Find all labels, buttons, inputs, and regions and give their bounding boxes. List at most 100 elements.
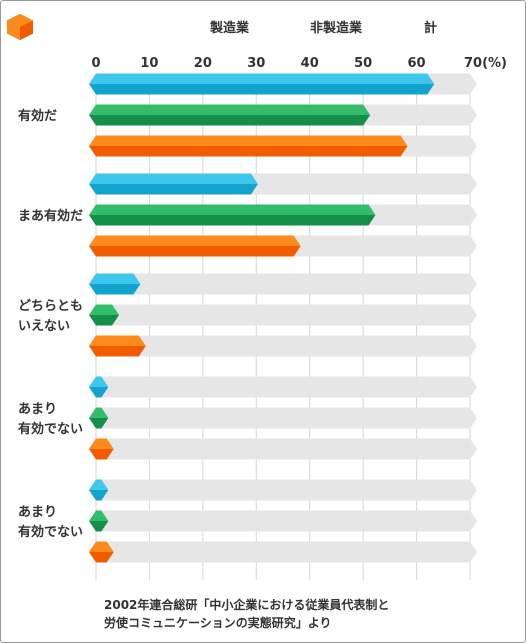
bar-e8a888-1-top-face [89, 235, 301, 246]
x-tick-label-0: 0 [91, 56, 100, 71]
bar-e99d9ee8a3bde980a0e6a5ad-4 [89, 510, 109, 532]
legend-label-1: 非製造業 [310, 20, 363, 36]
bar-e8a888-3-bottom-face [89, 449, 114, 460]
track-4-0 [89, 479, 477, 501]
track-4-0-top-face [89, 479, 477, 490]
track-4-2-bottom-face [89, 552, 477, 563]
category-group-3 [89, 376, 477, 460]
bar-e99d9ee8a3bde980a0e6a5ad-4-top-face [89, 510, 109, 521]
bar-e99d9ee8a3bde980a0e6a5ad-2-bottom-face [89, 315, 120, 326]
legend-label-2: 計 [424, 20, 437, 36]
x-tick-label-3: 30 [247, 56, 265, 71]
category-label-2-0: どちらとも [18, 299, 83, 314]
bar-e8a3bde980a0e6a5ad-3-bottom-face [89, 387, 109, 398]
bar-e99d9ee8a3bde980a0e6a5ad-1 [89, 204, 376, 226]
bar-e8a3bde980a0e6a5ad-4-top-face [89, 479, 109, 490]
bar-e8a888-4-top-face [89, 541, 114, 552]
track-2-1-bottom-face [89, 315, 477, 326]
track-4-2 [89, 541, 477, 563]
x-tick-label-2: 20 [194, 56, 212, 71]
category-label-4-1: 有効でない [18, 524, 83, 540]
track-2-2-top-face [89, 335, 477, 346]
track-3-1-bottom-face [89, 418, 477, 429]
bar-e99d9ee8a3bde980a0e6a5ad-2 [89, 304, 120, 326]
bars [89, 73, 477, 563]
x-tick-label-1: 10 [140, 56, 158, 71]
category-label-3-0: あまり [18, 402, 57, 417]
bar-e99d9ee8a3bde980a0e6a5ad-3-top-face [89, 407, 109, 418]
category-group-4 [89, 479, 477, 563]
track-3-0 [89, 376, 477, 398]
bar-e99d9ee8a3bde980a0e6a5ad-3-bottom-face [89, 418, 109, 429]
bar-e99d9ee8a3bde980a0e6a5ad-0-bottom-face [89, 115, 371, 126]
track-4-2-top-face [89, 541, 477, 552]
track-4-1-top-face [89, 510, 477, 521]
bar-e8a888-2-bottom-face [89, 346, 146, 357]
source-note: 2002年連合総研「中小企業における従業員代表制と 労使コミュニケーションの実態… [104, 596, 484, 632]
legend-swatch-right-2 [20, 20, 33, 40]
bar-e8a888-4-bottom-face [89, 552, 114, 563]
bar-e8a888-0-top-face [89, 135, 408, 146]
track-3-2 [89, 438, 477, 460]
x-axis-ticks: 0 10 20 30 40 50 60 70(%) [91, 56, 507, 71]
category-group-0 [89, 73, 477, 157]
bar-e8a888-4 [89, 541, 114, 563]
bar-e8a3bde980a0e6a5ad-1-top-face [89, 173, 258, 184]
category-label-3-1: 有効でない [18, 421, 83, 437]
track-3-2-top-face [89, 438, 477, 449]
bar-e99d9ee8a3bde980a0e6a5ad-2-top-face [89, 304, 120, 315]
bar-e99d9ee8a3bde980a0e6a5ad-1-top-face [89, 204, 376, 215]
legend-swatch-left-2 [7, 20, 20, 40]
bar-e8a888-1 [89, 235, 301, 257]
bar-e8a3bde980a0e6a5ad-0-top-face [89, 73, 435, 84]
x-tick-label-7: 70(%) [464, 56, 507, 71]
source-line-2: 労使コミュニケーションの実態研究」より [104, 616, 332, 630]
bar-e99d9ee8a3bde980a0e6a5ad-4-bottom-face [89, 521, 109, 532]
track-2-0 [89, 273, 477, 295]
track-3-0-top-face [89, 376, 477, 387]
bar-e8a3bde980a0e6a5ad-3 [89, 376, 109, 398]
bar-e8a3bde980a0e6a5ad-3-top-face [89, 376, 109, 387]
track-4-1 [89, 510, 477, 532]
track-2-1 [89, 304, 477, 326]
legend-swatch-2 [7, 14, 33, 40]
category-group-1 [89, 173, 477, 257]
category-label-2-1: いえない [18, 319, 70, 334]
track-2-0-bottom-face [89, 284, 477, 295]
legend: 製造業 非製造業 計 [7, 14, 437, 40]
legend-label-0: 製造業 [209, 20, 250, 36]
bar-e8a3bde980a0e6a5ad-4-bottom-face [89, 490, 109, 501]
bar-e8a888-3-top-face [89, 438, 114, 449]
bar-e8a888-3 [89, 438, 114, 460]
track-2-2-bottom-face [89, 346, 477, 357]
x-tick-label-6: 60 [408, 56, 426, 71]
x-tick-label-4: 40 [301, 56, 319, 71]
track-2-0-top-face [89, 273, 477, 284]
bar-e8a3bde980a0e6a5ad-0 [89, 73, 435, 95]
bar-e8a3bde980a0e6a5ad-1-bottom-face [89, 184, 258, 195]
bar-e8a3bde980a0e6a5ad-0-bottom-face [89, 84, 435, 95]
category-group-2 [89, 273, 477, 357]
bar-e8a888-2-top-face [89, 335, 146, 346]
track-4-1-bottom-face [89, 521, 477, 532]
x-tick-label-5: 50 [354, 56, 372, 71]
bar-e8a888-0 [89, 135, 408, 157]
bar-e8a3bde980a0e6a5ad-2-top-face [89, 273, 141, 284]
bar-e99d9ee8a3bde980a0e6a5ad-0-top-face [89, 104, 371, 115]
category-label-4-0: あまり [18, 505, 57, 520]
bar-e99d9ee8a3bde980a0e6a5ad-1-bottom-face [89, 215, 376, 226]
bar-e99d9ee8a3bde980a0e6a5ad-0 [89, 104, 371, 126]
bar-e8a888-0-bottom-face [89, 146, 408, 157]
track-3-1-top-face [89, 407, 477, 418]
category-label-1-0: まあ有効だ [18, 208, 83, 224]
source-line-1: 2002年連合総研「中小企業における従業員代表制と [104, 598, 390, 612]
track-3-0-bottom-face [89, 387, 477, 398]
bar-e8a3bde980a0e6a5ad-1 [89, 173, 258, 195]
track-3-2-bottom-face [89, 449, 477, 460]
bar-e8a3bde980a0e6a5ad-2-bottom-face [89, 284, 141, 295]
category-label-0-0: 有効だ [18, 108, 57, 124]
track-2-1-top-face [89, 304, 477, 315]
track-4-0-bottom-face [89, 490, 477, 501]
